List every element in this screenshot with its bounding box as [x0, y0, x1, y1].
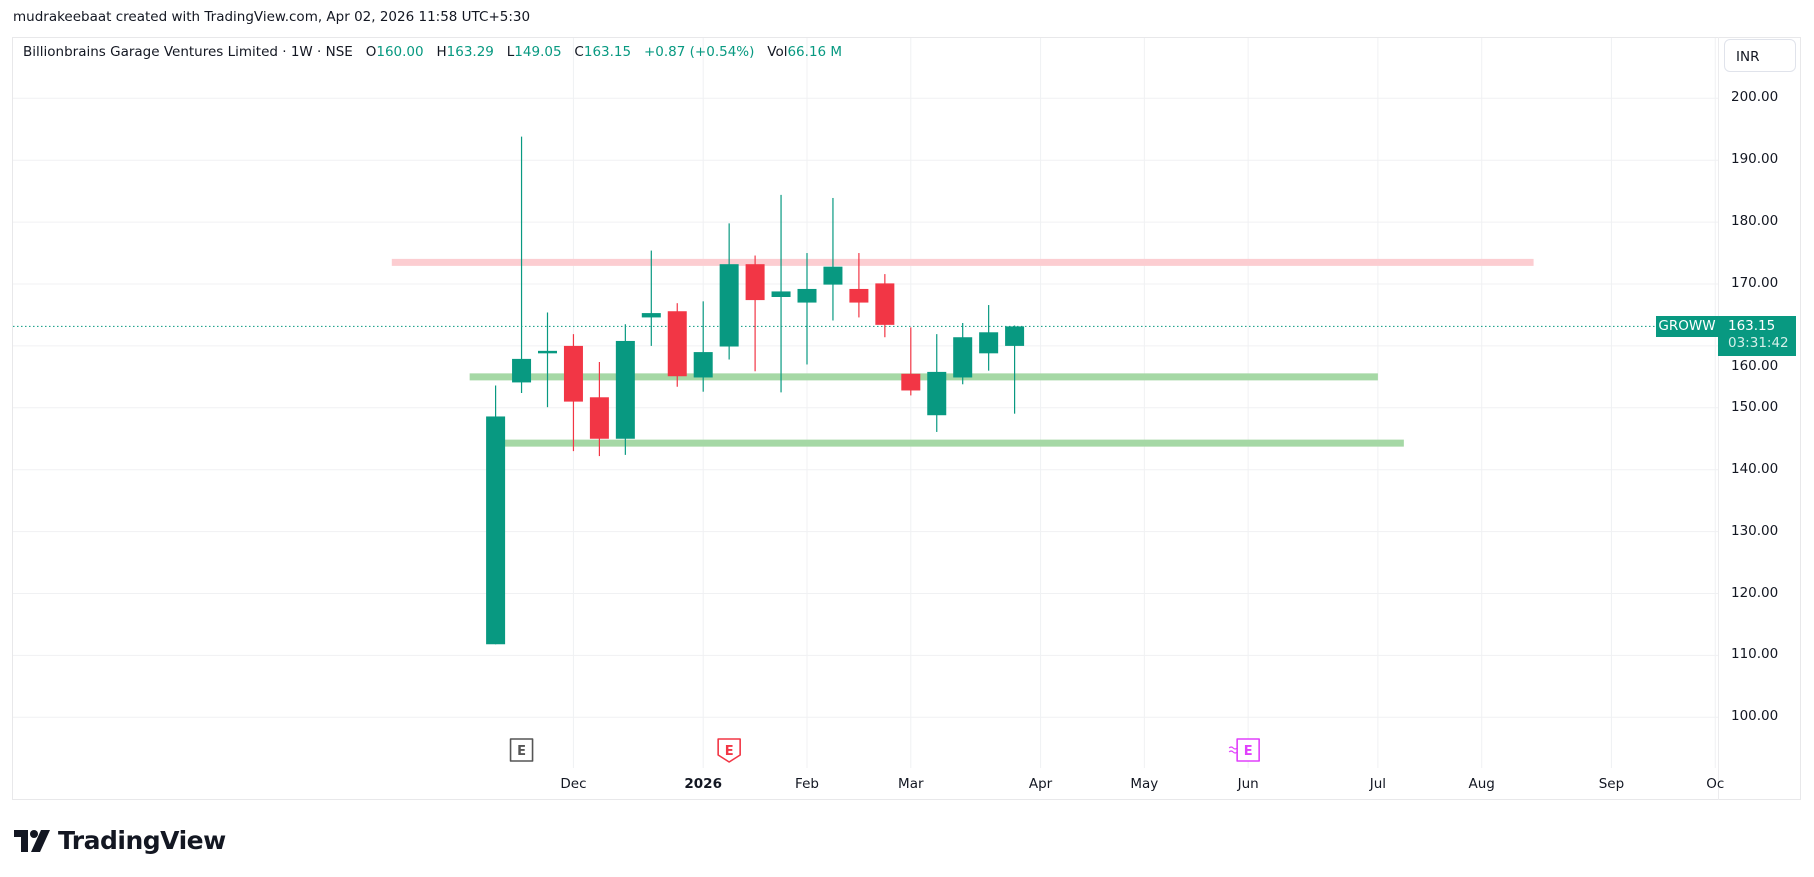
candle-body-up [512, 358, 532, 383]
candle-body-up [693, 352, 713, 378]
chart-frame [12, 37, 1801, 800]
price-axis-divider [1718, 37, 1719, 800]
close-label: C [574, 44, 584, 60]
candle-body-up [953, 337, 973, 378]
time-tick-label: Dec [560, 776, 587, 792]
candle-body-down [745, 264, 765, 301]
candle-body-up [979, 332, 999, 354]
currency-button[interactable]: INR [1724, 39, 1796, 72]
price-tick-label: 120.00 [1731, 584, 1779, 601]
open-label: O [365, 44, 377, 60]
earnings-label: E [1244, 744, 1253, 759]
candle-body-up [641, 313, 661, 318]
candle-body-up [486, 416, 506, 645]
candle-body-up [1005, 326, 1025, 346]
price-tick-label: 110.00 [1731, 646, 1779, 663]
tradingview-logo-icon [14, 829, 50, 852]
candle-body-down [589, 397, 609, 439]
candle-body-up [615, 340, 635, 439]
earnings-label: E [725, 744, 734, 759]
candle-body-down [563, 345, 583, 402]
price-tick-label: 160.00 [1731, 358, 1779, 374]
price-tick-label: 150.00 [1731, 398, 1779, 415]
time-tick-label: Aug [1468, 776, 1495, 792]
vol-value: 66.16 M [787, 44, 843, 60]
time-tick-label: Apr [1028, 776, 1053, 792]
price-tick-label: 170.00 [1731, 275, 1779, 291]
candle-body-down [849, 288, 869, 303]
close-value: 163.15 [583, 44, 632, 60]
low-value: 149.05 [514, 44, 562, 60]
time-tick-label: Jul [1369, 776, 1387, 792]
candle-body-up [927, 371, 947, 416]
price-tick-label: 100.00 [1731, 708, 1779, 725]
approx-date-icon [1228, 746, 1238, 754]
candle-body-up [771, 291, 791, 297]
earnings-label: E [517, 744, 526, 759]
symbol-name[interactable]: Billionbrains Garage Ventures Limited · … [23, 44, 353, 60]
open-value: 160.00 [376, 44, 424, 60]
symbol-legend: Billionbrains Garage Ventures Limited · … [23, 44, 842, 60]
price-tick-label: 180.00 [1731, 213, 1779, 230]
time-tick-label: Oc [1706, 776, 1725, 792]
last-price-value: 163.15 [1728, 318, 1776, 334]
candle-body-up [538, 350, 557, 354]
high-label: H [436, 44, 447, 60]
change-value: +0.87 (+0.54%) [643, 44, 755, 60]
time-tick-label: Feb [795, 776, 819, 792]
earnings-upcoming-icon[interactable]: E [1228, 738, 1260, 762]
earnings-reported-icon[interactable]: E [717, 738, 741, 763]
last-price-ticker-label: GROWW [1656, 316, 1718, 337]
price-tick-label: 140.00 [1731, 460, 1779, 477]
candle-body-down [901, 373, 921, 391]
price-tick-label: 200.00 [1731, 89, 1779, 106]
vol-label: Vol [767, 44, 788, 60]
price-tick-label: 190.00 [1731, 151, 1779, 168]
candle-body-down [875, 283, 895, 325]
low-label: L [506, 44, 515, 60]
logo-text: TradingView [58, 826, 226, 855]
time-tick-label: May [1130, 776, 1159, 792]
candle-body-up [823, 266, 843, 285]
last-price-badge: 163.15 03:31:42 [1718, 316, 1796, 356]
tradingview-logo[interactable]: TradingView [14, 826, 226, 855]
candle-body-up [797, 288, 817, 303]
time-tick-label: 2026 [684, 776, 722, 792]
candle-body-down [667, 311, 687, 377]
bar-countdown: 03:31:42 [1728, 335, 1789, 351]
price-tick-label: 130.00 [1731, 522, 1779, 539]
time-tick-label: Mar [898, 776, 924, 792]
earnings-past-icon[interactable]: E [509, 738, 534, 762]
candle-body-up [719, 264, 739, 347]
chart-credit: mudrakeebaat created with TradingView.co… [13, 9, 531, 25]
time-tick-label: Sep [1598, 776, 1625, 792]
high-value: 163.29 [446, 44, 494, 60]
time-tick-label: Jun [1237, 776, 1259, 792]
